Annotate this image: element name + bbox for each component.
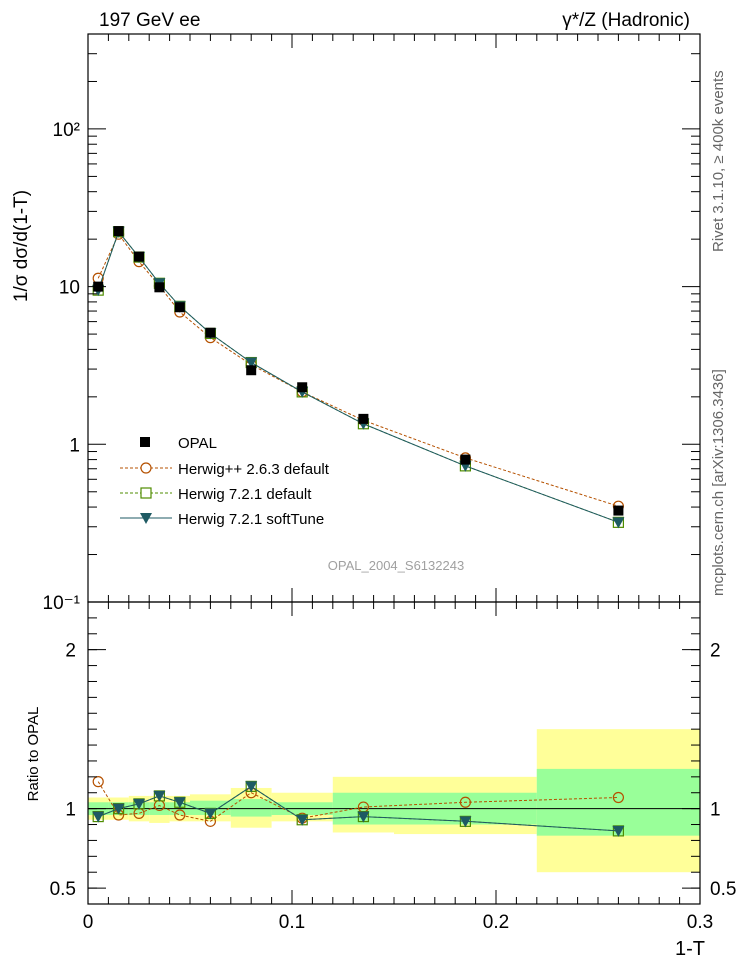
legend-entry-herwigpp: Herwig++ 2.6.3 default — [120, 461, 330, 478]
plot-title-right: γ*/Z (Hadronic) — [562, 10, 690, 31]
main-ytick-label: 10 — [59, 278, 80, 299]
main-line-herwig721 — [97, 230, 619, 523]
ratio-point-softtune-7 — [296, 814, 309, 826]
analysis-id-label: OPAL_2004_S6132243 — [328, 558, 464, 573]
legend-marker-softtune — [140, 513, 152, 524]
main-line-softtune — [97, 230, 619, 523]
ratio-ytick-label-right: 1 — [710, 800, 721, 821]
plot-title-left: 197 GeV ee — [99, 10, 200, 31]
band-inner-6 — [230, 799, 272, 817]
main-point-softtune-10 — [612, 517, 625, 529]
legend-label-softtune: Herwig 7.2.1 softTune — [178, 511, 324, 528]
main-ytick-label: 1 — [69, 435, 80, 456]
main-series-herwigpp — [92, 228, 625, 512]
ratio-point-herwigpp-9 — [459, 796, 471, 808]
main-line-herwigpp — [97, 233, 619, 507]
ratio-point-softtune-3 — [153, 790, 166, 802]
ratio-point-softtune-6 — [245, 781, 258, 793]
main-y-axis-label: 1/σ dσ/d(1-T) — [11, 190, 32, 302]
ratio-xtick-label: 0.2 — [483, 912, 509, 933]
ratio-point-softtune-10 — [612, 825, 625, 837]
mcplots-source-label: mcplots.cern.ch [arXiv:1306.3436] — [710, 369, 727, 596]
main-point-softtune-6 — [245, 357, 258, 369]
main-point-data-1 — [113, 226, 124, 237]
legend-label-herwigpp: Herwig++ 2.6.3 default — [178, 461, 330, 478]
x-axis-label: 1-T — [675, 938, 705, 960]
main-point-data-7 — [297, 382, 308, 393]
main-ytick-label: 10² — [53, 120, 80, 141]
main-point-data-8 — [358, 413, 369, 424]
ratio-xtick-label: 0.3 — [687, 912, 713, 933]
ratio-ytick-label-right: 0.5 — [710, 879, 736, 900]
legend-label-opal: OPAL — [178, 435, 217, 452]
ratio-line-herwigpp — [97, 781, 619, 822]
ratio-point-herwigpp-0 — [92, 776, 104, 788]
ratio-xtick-label: 0.1 — [279, 912, 305, 933]
main-series-softtune — [92, 226, 625, 529]
main-point-data-6 — [246, 365, 257, 376]
ratio-point-softtune-0 — [92, 811, 105, 823]
main-panel: 10⁻¹ 1 10 10² 1/σ dσ/d(1-T) OPAL_2004_S6132… — [11, 33, 701, 614]
ratio-ytick-label-left: 2 — [65, 641, 76, 662]
legend-marker-opal — [140, 437, 150, 447]
rivet-version-label: Rivet 3.1.10, ≥ 400k events — [710, 70, 727, 252]
main-point-data-9 — [460, 454, 471, 465]
ratio-xtick-label: 0 — [83, 912, 94, 933]
ratio-series-softtune — [92, 781, 625, 837]
legend-marker-herwigpp — [140, 462, 152, 474]
ratio-point-softtune-9 — [459, 816, 472, 828]
main-series-data — [93, 226, 624, 516]
main-point-data-5 — [205, 327, 216, 338]
ratio-point-softtune-2 — [133, 798, 145, 810]
legend-entry-herwig721: Herwig 7.2.1 default — [120, 486, 312, 503]
main-point-data-4 — [174, 302, 185, 313]
ratio-point-softtune-8 — [357, 811, 370, 823]
legend: OPAL Herwig++ 2.6.3 default Herwig 7.2.1… — [120, 435, 330, 528]
legend-entry-softtune: Herwig 7.2.1 softTune — [120, 511, 324, 528]
ratio-point-softtune-5 — [204, 808, 217, 820]
ratio-ytick-label-left: 1 — [65, 800, 76, 821]
ratio-y-axis-label: Ratio to OPAL — [25, 707, 42, 802]
ratio-point-herwigpp-4 — [174, 809, 186, 821]
main-ytick-label: 10⁻¹ — [43, 593, 81, 614]
main-point-data-3 — [154, 282, 165, 293]
ratio-ytick-label-left: 0.5 — [50, 879, 76, 900]
legend-entry-opal: OPAL — [140, 435, 217, 452]
ratio-ytick-label-right: 2 — [710, 641, 721, 662]
ratio-point-softtune-4 — [173, 797, 186, 809]
ratio-point-softtune-1 — [112, 803, 125, 815]
ratio-point-herwigpp-10 — [612, 791, 625, 804]
ratio-panel: 0.5 0.5 1 1 2 2 0 0.1 0.2 0.3 Ratio to OPAL 1-T — [25, 601, 736, 960]
main-point-data-10 — [613, 505, 624, 516]
main-point-data-2 — [134, 251, 144, 262]
legend-label-herwig721: Herwig 7.2.1 default — [178, 486, 312, 503]
legend-marker-herwig721 — [140, 487, 152, 499]
